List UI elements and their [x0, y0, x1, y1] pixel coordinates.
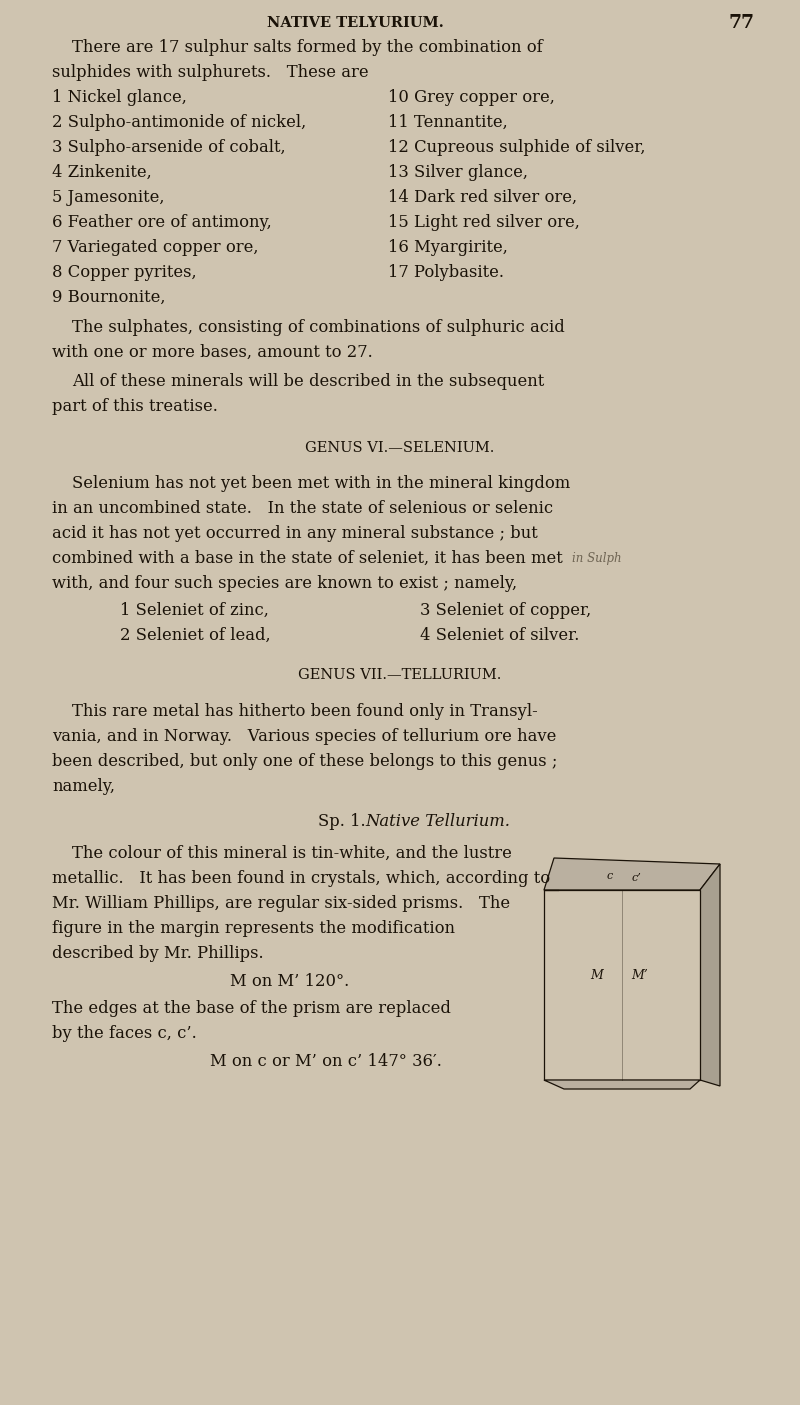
- Text: 2 Sulpho-antimonide of nickel,: 2 Sulpho-antimonide of nickel,: [52, 114, 306, 131]
- Text: 4 Zinkenite,: 4 Zinkenite,: [52, 163, 152, 180]
- Text: There are 17 sulphur salts formed by the combination of: There are 17 sulphur salts formed by the…: [72, 38, 542, 56]
- Text: 11 Tennantite,: 11 Tennantite,: [388, 114, 508, 131]
- Text: c’: c’: [631, 873, 641, 882]
- Text: c: c: [607, 871, 613, 881]
- Polygon shape: [544, 1080, 700, 1089]
- Text: 7 Variegated copper ore,: 7 Variegated copper ore,: [52, 239, 258, 256]
- Text: by the faces c, c’.: by the faces c, c’.: [52, 1024, 197, 1041]
- Text: vania, and in Norway.   Various species of tellurium ore have: vania, and in Norway. Various species of…: [52, 728, 556, 745]
- Text: been described, but only one of these belongs to this genus ;: been described, but only one of these be…: [52, 753, 558, 770]
- Text: Mr. William Phillips, are regular six-sided prisms.   The: Mr. William Phillips, are regular six-si…: [52, 895, 510, 912]
- Text: The edges at the base of the prism are replaced: The edges at the base of the prism are r…: [52, 999, 451, 1016]
- Text: 9 Bournonite,: 9 Bournonite,: [52, 288, 166, 305]
- Text: All of these minerals will be described in the subsequent: All of these minerals will be described …: [72, 372, 544, 389]
- Text: The colour of this mineral is tin-white, and the lustre: The colour of this mineral is tin-white,…: [72, 844, 512, 861]
- Text: figure in the margin represents the modification: figure in the margin represents the modi…: [52, 919, 455, 937]
- Text: GENUS VII.—TELLURIUM.: GENUS VII.—TELLURIUM.: [298, 667, 502, 681]
- Text: 14 Dark red silver ore,: 14 Dark red silver ore,: [388, 188, 577, 205]
- Text: NATIVE TELYURIUM.: NATIVE TELYURIUM.: [266, 15, 443, 30]
- Text: This rare metal has hitherto been found only in Transyl-: This rare metal has hitherto been found …: [72, 702, 538, 719]
- Text: GENUS VI.—SELENIUM.: GENUS VI.—SELENIUM.: [306, 441, 494, 455]
- Text: Sp. 1.: Sp. 1.: [318, 812, 370, 829]
- Text: 6 Feather ore of antimony,: 6 Feather ore of antimony,: [52, 214, 272, 230]
- Text: 17 Polybasite.: 17 Polybasite.: [388, 264, 504, 281]
- Polygon shape: [544, 858, 720, 889]
- Text: 13 Silver glance,: 13 Silver glance,: [388, 163, 528, 180]
- Text: 77: 77: [729, 14, 755, 32]
- Text: with one or more bases, amount to 27.: with one or more bases, amount to 27.: [52, 343, 373, 361]
- Text: described by Mr. Phillips.: described by Mr. Phillips.: [52, 944, 264, 961]
- Text: 5 Jamesonite,: 5 Jamesonite,: [52, 188, 165, 205]
- Text: 15 Light red silver ore,: 15 Light red silver ore,: [388, 214, 580, 230]
- Text: metallic.   It has been found in crystals, which, according to: metallic. It has been found in crystals,…: [52, 870, 550, 887]
- Text: M on c or M’ on c’ 147° 36′.: M on c or M’ on c’ 147° 36′.: [210, 1052, 442, 1069]
- Text: 12 Cupreous sulphide of silver,: 12 Cupreous sulphide of silver,: [388, 139, 646, 156]
- Text: 1 Nickel glance,: 1 Nickel glance,: [52, 89, 187, 105]
- Text: in an uncombined state.   In the state of selenious or selenic: in an uncombined state. In the state of …: [52, 500, 553, 517]
- Polygon shape: [544, 889, 700, 1080]
- Polygon shape: [700, 864, 720, 1086]
- Text: namely,: namely,: [52, 777, 115, 794]
- Text: M’: M’: [632, 968, 648, 982]
- Text: 8 Copper pyrites,: 8 Copper pyrites,: [52, 264, 197, 281]
- Text: with, and four such species are known to exist ; namely,: with, and four such species are known to…: [52, 575, 517, 592]
- Text: 16 Myargirite,: 16 Myargirite,: [388, 239, 508, 256]
- Text: 3 Sulpho-arsenide of cobalt,: 3 Sulpho-arsenide of cobalt,: [52, 139, 286, 156]
- Text: 2 Seleniet of lead,: 2 Seleniet of lead,: [120, 627, 270, 643]
- Text: part of this treatise.: part of this treatise.: [52, 398, 218, 414]
- Text: 4 Seleniet of silver.: 4 Seleniet of silver.: [420, 627, 579, 643]
- Text: M on M’ 120°.: M on M’ 120°.: [230, 972, 350, 989]
- Text: 3 Seleniet of copper,: 3 Seleniet of copper,: [420, 601, 591, 618]
- Text: sulphides with sulphurets.   These are: sulphides with sulphurets. These are: [52, 63, 369, 80]
- Text: Native Tellurium.: Native Tellurium.: [366, 812, 510, 829]
- Text: 10 Grey copper ore,: 10 Grey copper ore,: [388, 89, 555, 105]
- Text: Selenium has not yet been met with in the mineral kingdom: Selenium has not yet been met with in th…: [72, 475, 570, 492]
- Text: M: M: [590, 968, 603, 982]
- Text: combined with a base in the state of seleniet, it has been met: combined with a base in the state of sel…: [52, 549, 562, 566]
- Text: acid it has not yet occurred in any mineral substance ; but: acid it has not yet occurred in any mine…: [52, 524, 538, 541]
- Text: in Sulph: in Sulph: [572, 552, 622, 565]
- Text: The sulphates, consisting of combinations of sulphuric acid: The sulphates, consisting of combination…: [72, 319, 565, 336]
- Text: 1 Seleniet of zinc,: 1 Seleniet of zinc,: [120, 601, 269, 618]
